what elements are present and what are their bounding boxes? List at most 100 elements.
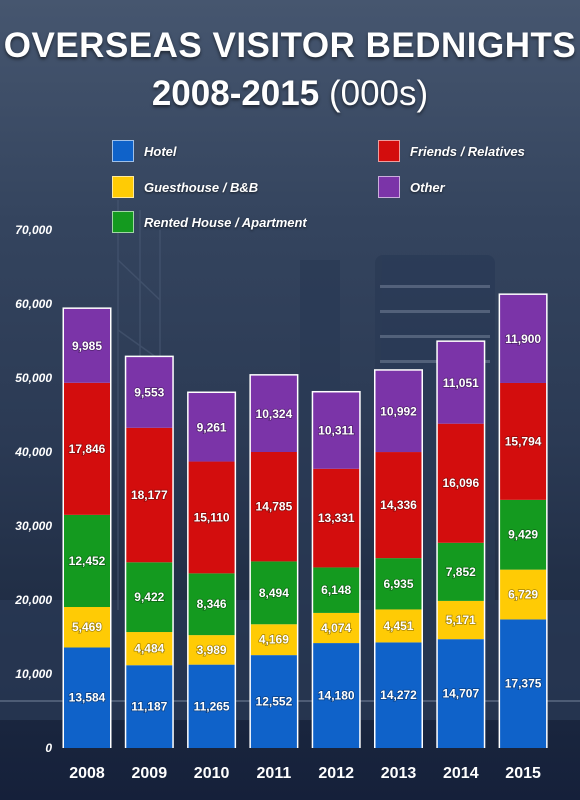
x-tick-label: 2014 bbox=[443, 765, 479, 782]
legend-label-rented-house: Rented House / Apartment bbox=[144, 214, 307, 230]
chart-title-line1: OVERSEAS VISITOR BEDNIGHTS bbox=[3, 26, 577, 65]
bar-segment bbox=[437, 639, 484, 748]
bar-segment bbox=[64, 382, 110, 515]
chart-title-years: 2008-2015 bbox=[151, 74, 320, 113]
bar-segment bbox=[188, 573, 235, 636]
bar-segment bbox=[437, 341, 484, 424]
bar-value-label: 8,494 bbox=[259, 586, 289, 600]
chart-title-units: (000s) bbox=[319, 74, 429, 113]
bar-segment bbox=[250, 452, 297, 562]
bar-value-label: 11,187 bbox=[131, 700, 167, 714]
bar-segment bbox=[250, 655, 297, 748]
y-tick-label: 70,000 bbox=[15, 223, 52, 237]
bar-segment bbox=[250, 624, 297, 656]
bar-value-label: 14,180 bbox=[318, 689, 355, 703]
legend-label-guesthouse: Guesthouse / B&B bbox=[144, 179, 259, 195]
bar-value-label: 17,375 bbox=[505, 677, 542, 691]
bar-value-label: 10,311 bbox=[318, 424, 354, 438]
y-tick-label: 40,000 bbox=[14, 445, 52, 459]
legend-label-other: Other bbox=[410, 179, 445, 195]
bar-value-label: 4,484 bbox=[134, 642, 164, 656]
y-tick-label: 0 bbox=[45, 741, 52, 755]
y-tick-label: 20,000 bbox=[14, 593, 52, 607]
x-tick-label: 2013 bbox=[381, 765, 417, 782]
legend-swatch-other bbox=[378, 176, 400, 198]
bar-value-label: 11,051 bbox=[443, 376, 479, 390]
bar-segment bbox=[500, 619, 547, 748]
bar-value-label: 10,992 bbox=[380, 404, 417, 418]
bar-segment bbox=[500, 569, 547, 620]
bar-segment bbox=[64, 647, 110, 748]
x-tick-label: 2010 bbox=[194, 765, 230, 782]
bar-value-label: 9,429 bbox=[508, 528, 538, 542]
bar-segment bbox=[375, 642, 422, 748]
x-tick-label: 2008 bbox=[69, 765, 105, 782]
bar-segment bbox=[437, 600, 484, 640]
bar-segment bbox=[313, 612, 360, 644]
legend-label-hotel: Hotel bbox=[144, 143, 177, 159]
bar-value-label: 12,452 bbox=[69, 554, 106, 568]
bar-value-label: 9,985 bbox=[72, 339, 102, 353]
legend-swatch-rented-house bbox=[112, 211, 134, 233]
bar-segment bbox=[188, 461, 235, 574]
legend-item-rented-house: Rented House / Apartment bbox=[112, 210, 307, 234]
legend-swatch-guesthouse bbox=[112, 176, 134, 198]
x-tick-label: 2011 bbox=[257, 765, 292, 782]
legend-swatch-friends-relatives bbox=[378, 140, 400, 162]
legend-label-friends-relatives: Friends / Relatives bbox=[410, 143, 525, 159]
bar-value-label: 4,451 bbox=[383, 619, 413, 633]
bar-value-label: 7,852 bbox=[446, 565, 476, 579]
bar-value-label: 3,989 bbox=[197, 643, 227, 657]
bar-value-label: 13,331 bbox=[318, 511, 355, 525]
bar-segment bbox=[437, 423, 484, 543]
bar-segment bbox=[500, 382, 547, 500]
y-tick-label: 60,000 bbox=[15, 297, 52, 311]
bar-value-label: 10,324 bbox=[256, 407, 293, 421]
bar-segment bbox=[375, 452, 422, 559]
y-tick-label: 30,000 bbox=[15, 519, 52, 533]
bar-segment bbox=[126, 357, 173, 428]
bar-segment bbox=[250, 375, 297, 452]
bar-segment bbox=[313, 392, 360, 469]
bar-segment bbox=[126, 632, 173, 666]
x-tick-label: 2012 bbox=[318, 765, 354, 782]
y-tick-label: 10,000 bbox=[15, 667, 52, 681]
bar-segment bbox=[126, 665, 173, 748]
bar-segment bbox=[313, 567, 360, 613]
legend-item-other: Other bbox=[378, 175, 445, 199]
bar-value-label: 15,110 bbox=[194, 510, 230, 524]
bar-value-label: 14,272 bbox=[380, 688, 417, 702]
bar-segment bbox=[64, 607, 110, 648]
bar-value-label: 6,729 bbox=[508, 588, 538, 602]
bar-segment bbox=[64, 308, 110, 383]
bar-segment bbox=[375, 558, 422, 610]
bar-value-label: 14,336 bbox=[380, 498, 417, 512]
x-tick-label: 2009 bbox=[132, 765, 168, 782]
bar-segment bbox=[188, 664, 235, 748]
bar-value-label: 9,422 bbox=[134, 590, 164, 604]
bar-value-label: 16,096 bbox=[442, 476, 479, 490]
bar-segment bbox=[500, 294, 547, 383]
bar-value-label: 18,177 bbox=[131, 488, 168, 502]
bar-segment bbox=[500, 499, 547, 570]
bar-value-label: 4,169 bbox=[259, 633, 289, 647]
bar-segment bbox=[126, 427, 173, 563]
legend-item-friends-relatives: Friends / Relatives bbox=[378, 139, 525, 163]
bar-value-label: 9,261 bbox=[197, 420, 227, 434]
bar-value-label: 6,935 bbox=[383, 577, 413, 591]
bar-value-label: 9,553 bbox=[134, 385, 164, 399]
bar-value-label: 17,846 bbox=[69, 442, 106, 456]
legend-swatch-hotel bbox=[112, 140, 134, 162]
bar-value-label: 5,171 bbox=[446, 613, 476, 627]
bar-value-label: 14,785 bbox=[256, 500, 293, 514]
bar-value-label: 11,900 bbox=[505, 332, 541, 346]
bar-value-label: 12,552 bbox=[256, 695, 293, 709]
bar-segment bbox=[250, 561, 297, 625]
bar-segment bbox=[126, 562, 173, 633]
bar-segment bbox=[437, 542, 484, 601]
bar-value-label: 8,346 bbox=[197, 597, 227, 611]
bar-value-label: 11,265 bbox=[194, 699, 230, 713]
bar-segment bbox=[313, 643, 360, 748]
bar-segment bbox=[64, 514, 110, 608]
